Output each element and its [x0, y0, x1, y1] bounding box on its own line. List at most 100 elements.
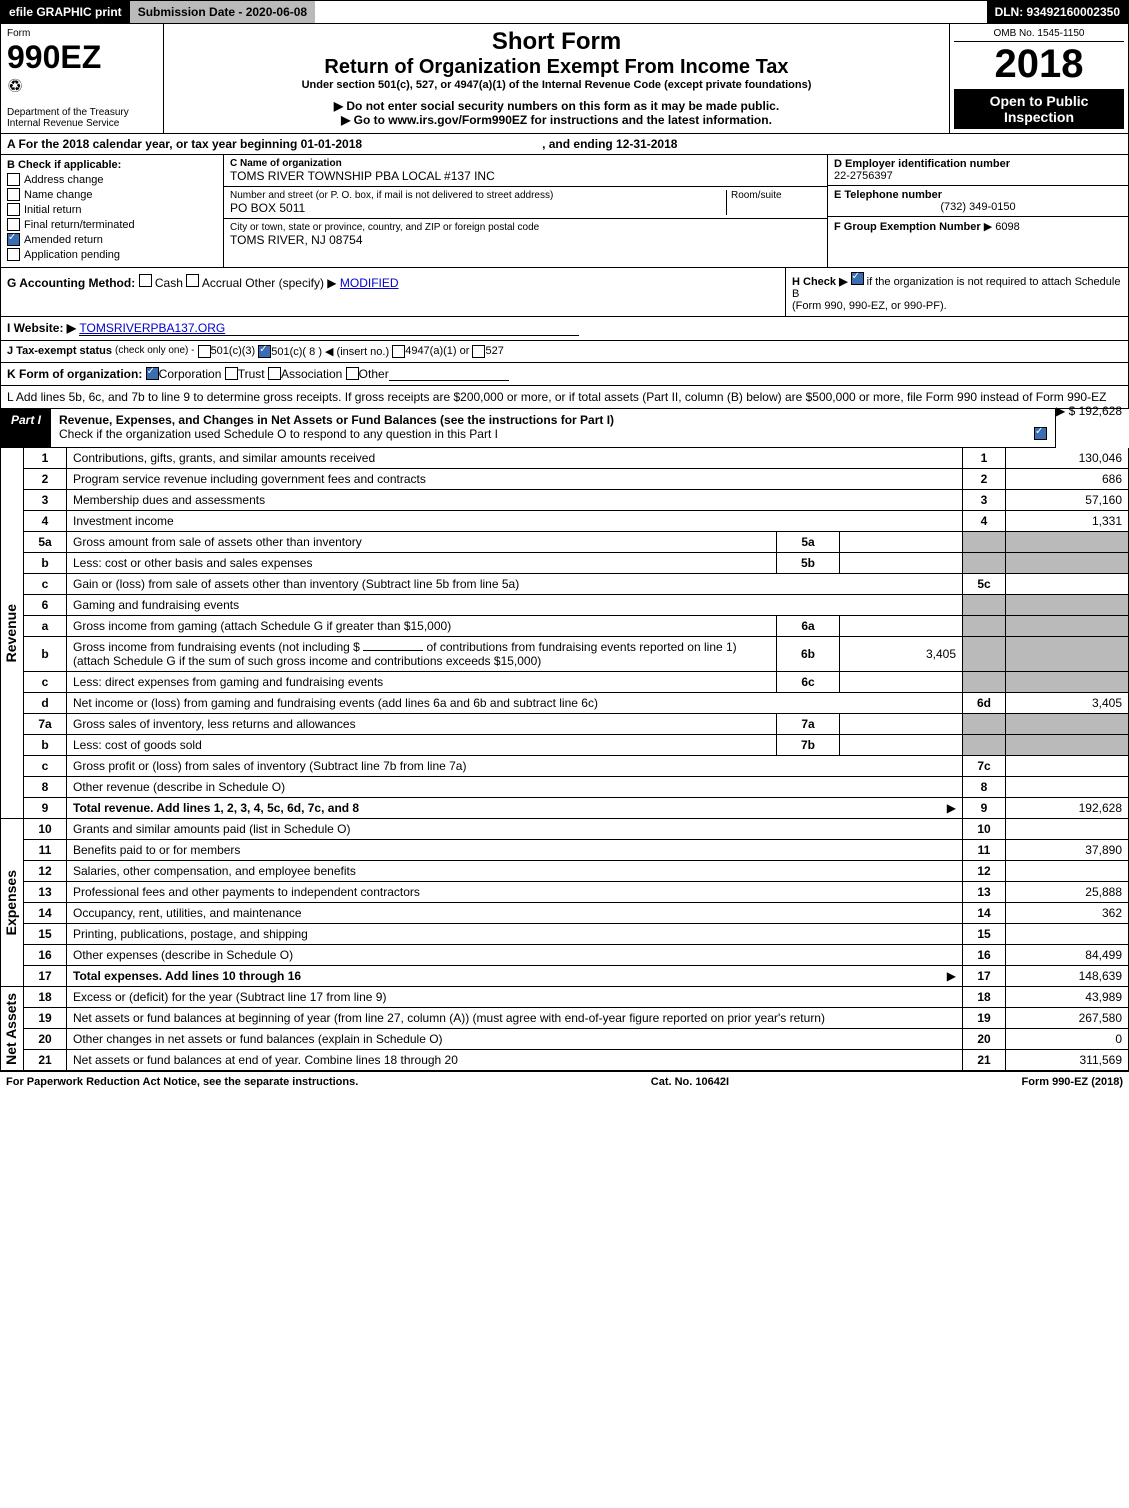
lbl-501c: 501(c)( 8 ) ◀ (insert no.) — [271, 345, 389, 358]
warning: ▶ Do not enter social security numbers o… — [168, 99, 945, 113]
efile-print[interactable]: efile GRAPHIC print — [1, 1, 130, 23]
l9-b: 9 — [963, 798, 1006, 819]
cb-amended[interactable] — [7, 233, 20, 246]
l6b-blank — [363, 650, 423, 651]
row-i: I Website: ▶ TOMSRIVERPBA137.ORG — [0, 317, 1129, 341]
l6d-v: 3,405 — [1006, 693, 1129, 714]
cb-cash[interactable] — [139, 274, 152, 287]
c-label: C Name of organization — [230, 158, 821, 169]
part1-table: Revenue 1 Contributions, gifts, grants, … — [0, 448, 1129, 1071]
l1-n: 1 — [24, 448, 67, 469]
l13-t: Professional fees and other payments to … — [67, 882, 963, 903]
l12-b: 12 — [963, 861, 1006, 882]
l6b-n: b — [24, 637, 67, 672]
l3-b: 3 — [963, 490, 1006, 511]
cb-address[interactable] — [7, 173, 20, 186]
l19-v: 267,580 — [1006, 1008, 1129, 1029]
lbl-pending: Application pending — [24, 249, 120, 261]
l7a-ib: 7a — [777, 714, 840, 735]
l5a-bg — [963, 532, 1006, 553]
lbl-name: Name change — [24, 189, 93, 201]
l1-v: 130,046 — [1006, 448, 1129, 469]
cb-name[interactable] — [7, 188, 20, 201]
lbl-initial: Initial return — [24, 204, 81, 216]
cb-h[interactable] — [851, 272, 864, 285]
l15-v — [1006, 924, 1129, 945]
l7a-t: Gross sales of inventory, less returns a… — [73, 717, 356, 731]
l8-t: Other revenue (describe in Schedule O) — [73, 780, 285, 794]
accounting-other[interactable]: MODIFIED — [340, 276, 399, 290]
cb-4947[interactable] — [392, 345, 405, 358]
l5b-iv — [840, 553, 963, 574]
l12-t: Salaries, other compensation, and employ… — [67, 861, 963, 882]
period-end: , and ending 12-31-2018 — [542, 137, 677, 151]
cb-527[interactable] — [472, 345, 485, 358]
lbl-527: 527 — [485, 345, 503, 358]
ein: 22-2756397 — [834, 170, 1122, 182]
l7a-iv — [840, 714, 963, 735]
l9-v: 192,628 — [1006, 798, 1129, 819]
l14-v: 362 — [1006, 903, 1129, 924]
l7c-v — [1006, 756, 1129, 777]
l14-n: 14 — [24, 903, 67, 924]
goto-link[interactable]: ▶ Go to www.irs.gov/Form990EZ for instru… — [168, 113, 945, 127]
l11-n: 11 — [24, 840, 67, 861]
l6a-ib: 6a — [777, 616, 840, 637]
cb-corp[interactable] — [146, 367, 159, 380]
l9-t: Total revenue. Add lines 1, 2, 3, 4, 5c,… — [73, 801, 359, 815]
street: PO BOX 5011 — [230, 201, 726, 215]
l4-n: 4 — [24, 511, 67, 532]
l6c-t: Less: direct expenses from gaming and fu… — [73, 675, 383, 689]
cb-assoc[interactable] — [268, 367, 281, 380]
l7b-n: b — [24, 735, 67, 756]
recycle-icon: ♽ — [7, 76, 157, 97]
l5a-vg — [1006, 532, 1129, 553]
right-header: OMB No. 1545-1150 2018 Open to Public In… — [949, 24, 1128, 133]
box-b: B Check if applicable: Address change Na… — [1, 155, 224, 267]
l6d-n: d — [24, 693, 67, 714]
i-label: I Website: ▶ — [7, 321, 76, 336]
lbl-corp: Corporation — [159, 367, 222, 381]
l20-b: 20 — [963, 1029, 1006, 1050]
h-text2: (Form 990, 990-EZ, or 990-PF). — [792, 300, 947, 312]
cb-501c3[interactable] — [198, 345, 211, 358]
l4-b: 4 — [963, 511, 1006, 532]
lbl-trust: Trust — [238, 367, 265, 381]
l19-t: Net assets or fund balances at beginning… — [67, 1008, 963, 1029]
l6c-iv — [840, 672, 963, 693]
l21-b: 21 — [963, 1050, 1006, 1071]
l20-n: 20 — [24, 1029, 67, 1050]
l18-n: 18 — [24, 987, 67, 1008]
l12-v — [1006, 861, 1129, 882]
right-info: D Employer identification number 22-2756… — [827, 155, 1128, 267]
cb-other-org[interactable] — [346, 367, 359, 380]
l5a-n: 5a — [24, 532, 67, 553]
l15-t: Printing, publications, postage, and shi… — [67, 924, 963, 945]
lbl-cash: Cash — [155, 276, 183, 290]
cb-accrual[interactable] — [186, 274, 199, 287]
cb-pending[interactable] — [7, 248, 20, 261]
phone: (732) 349-0150 — [834, 201, 1122, 213]
l2-b: 2 — [963, 469, 1006, 490]
spacer — [315, 1, 986, 23]
l16-v: 84,499 — [1006, 945, 1129, 966]
l5a-ib: 5a — [777, 532, 840, 553]
lbl-assoc: Association — [281, 367, 342, 381]
lbl-other-org: Other — [359, 367, 389, 381]
cb-part1-o[interactable] — [1034, 427, 1047, 440]
form-label: Form — [7, 28, 157, 39]
lbl-amended: Amended return — [24, 234, 103, 246]
l5b-ib: 5b — [777, 553, 840, 574]
form-number: 990EZ — [7, 39, 157, 76]
cb-501c[interactable] — [258, 345, 271, 358]
part1-check-text: Check if the organization used Schedule … — [59, 427, 498, 441]
website[interactable]: TOMSRIVERPBA137.ORG — [79, 321, 579, 336]
j-label: J Tax-exempt status — [7, 345, 112, 358]
l3-v: 57,160 — [1006, 490, 1129, 511]
open-public: Open to Public Inspection — [954, 89, 1124, 129]
cb-final[interactable] — [7, 218, 20, 231]
l-text: L Add lines 5b, 6c, and 7b to line 9 to … — [7, 390, 1106, 404]
cb-trust[interactable] — [225, 367, 238, 380]
cb-initial[interactable] — [7, 203, 20, 216]
l7c-t: Gross profit or (loss) from sales of inv… — [73, 759, 466, 773]
